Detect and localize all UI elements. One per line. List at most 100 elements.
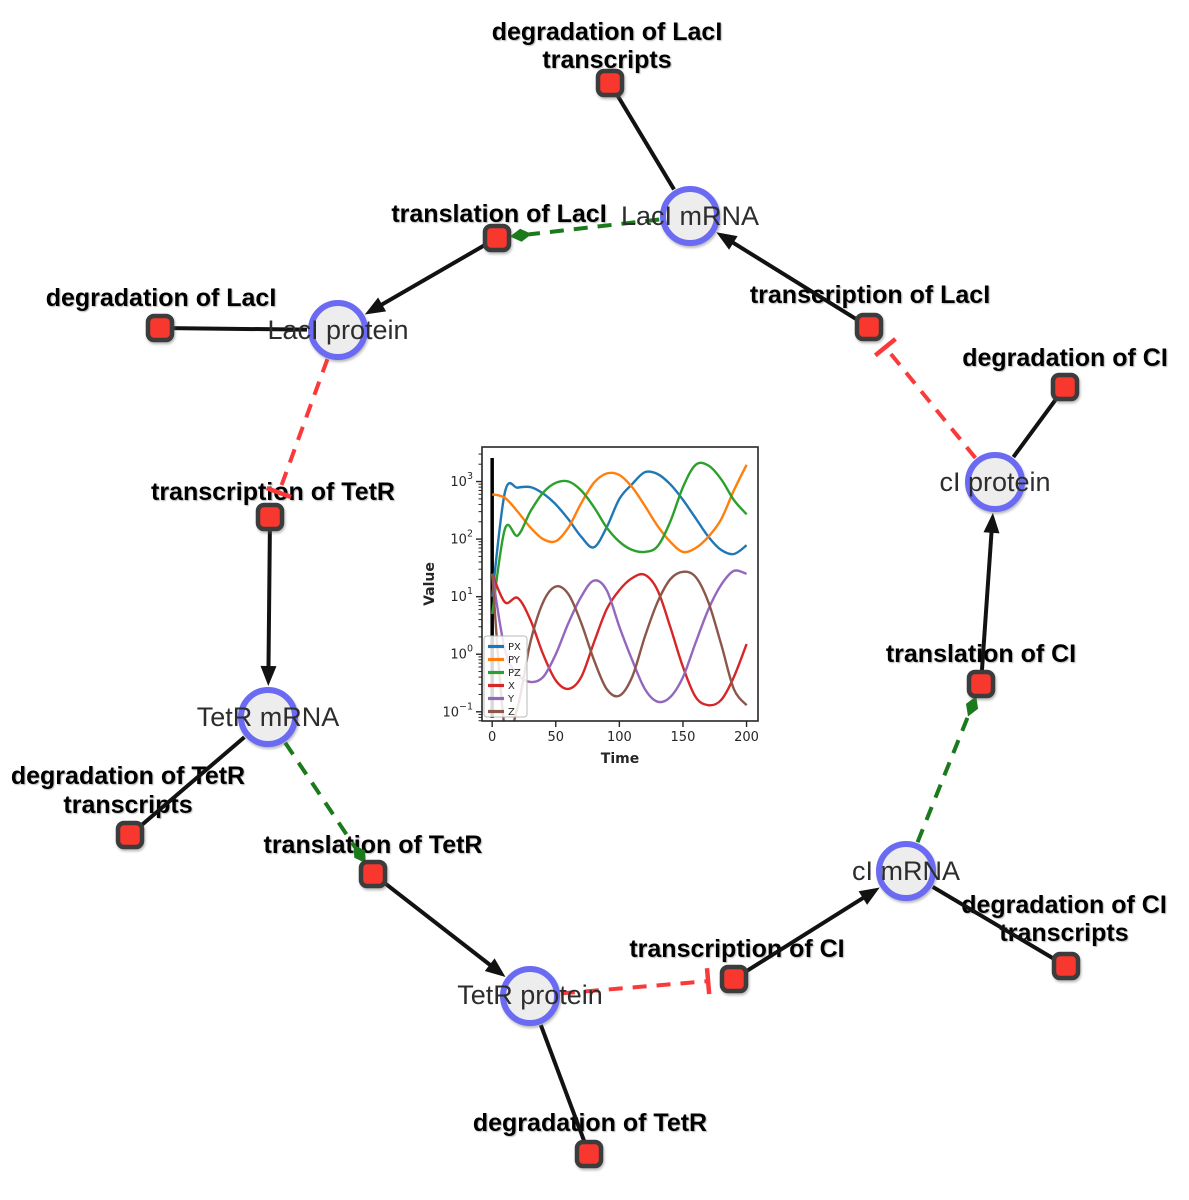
x-axis-label: Time	[601, 751, 639, 767]
reaction-label-deg_ci: degradation of CI	[962, 344, 1168, 372]
modifier-line	[528, 217, 660, 237]
species-label-ci_mrna: cI mRNA	[852, 856, 960, 886]
edge-reactant-ci_mrna-to-deg_ci_tx	[931, 885, 1058, 963]
species-node-laci_protein[interactable]	[308, 300, 368, 360]
y-tick-label: 10−1	[442, 701, 473, 720]
inhibition-tbar-icon	[873, 337, 897, 358]
arrowhead-icon	[716, 232, 738, 250]
nodes-layer	[115, 68, 1081, 1169]
reaction-node-deg_tetr[interactable]	[574, 1139, 604, 1169]
reaction-labels-layer: degradation of LacI transcripts translatio…	[11, 18, 1168, 1137]
edge-product-transl_tetr-to-tetr_protein	[382, 880, 506, 977]
modifier-arrowhead-icon	[353, 844, 366, 864]
species-node-ci_protein[interactable]	[965, 452, 1025, 512]
reaction-label-deg_ci_tx: transcripts	[999, 919, 1128, 947]
edges-layer	[137, 91, 1061, 1145]
species-node-tetr_protein[interactable]	[500, 966, 560, 1026]
species-label-tetr_mrna: TetR mRNA	[197, 702, 340, 732]
modifier-arrowhead-icon	[509, 228, 532, 242]
product-line	[375, 242, 487, 310]
modifier-arrowhead-icon	[966, 696, 979, 717]
legend-label-PY: PY	[508, 655, 521, 666]
product-line	[979, 526, 994, 672]
x-tick-label: 150	[671, 730, 696, 745]
product-line	[743, 893, 869, 974]
legend-label-PZ: PZ	[508, 668, 521, 679]
modifier-line	[283, 741, 357, 849]
arrowhead-icon	[858, 887, 880, 905]
reactant-line	[137, 735, 246, 830]
edge-product-tx_laci-to-laci_mrna	[716, 232, 860, 322]
legend-label-X: X	[508, 681, 515, 692]
species-node-laci_mrna[interactable]	[660, 186, 720, 246]
reaction-label-transl_tetr: translation of TetR	[264, 831, 483, 859]
reaction-label-tx_ci: transcription of CI	[629, 935, 844, 963]
edge-product-transl_ci-to-ci_protein	[979, 512, 1000, 672]
edge-modifier-tetr_mrna-to-transl_tetr	[283, 741, 366, 864]
series-lines	[490, 458, 748, 721]
x-tick-label: 0	[488, 730, 496, 745]
species-node-tetr_mrna[interactable]	[238, 687, 298, 747]
edge-inhibitor-laci_protein-to-tx_tetr	[265, 358, 330, 500]
reaction-label-deg_tetr_tx: degradation of TetR	[11, 762, 245, 790]
species-label-laci_mrna: LacI mRNA	[621, 201, 759, 231]
edge-reactant-laci_mrna-to-deg_laci_tx	[613, 91, 676, 191]
species-node-ci_mrna[interactable]	[876, 841, 936, 901]
product-line	[727, 238, 860, 322]
inhibition-line	[560, 979, 709, 996]
species-label-ci_protein: cI protein	[939, 467, 1050, 497]
reaction-node-tx_laci[interactable]	[854, 312, 884, 342]
reaction-label-deg_ci_tx: degradation of CI	[961, 891, 1167, 919]
chart-legend: PX PY PZ XYZ	[483, 635, 528, 718]
edge-reactant-ci_protein-to-deg_ci	[1011, 394, 1061, 459]
reaction-label-deg_tetr_tx: transcripts	[63, 791, 192, 819]
species-labels-layer: LacI mRNA LacI protein TetR mRNA TetR prote…	[197, 201, 1051, 1010]
reaction-node-deg_laci[interactable]	[145, 313, 175, 343]
y-tick-label: 101	[450, 586, 473, 605]
reaction-node-tx_tetr[interactable]	[255, 502, 285, 532]
series-line-Z	[491, 570, 748, 721]
reaction-node-deg_laci_tx[interactable]	[595, 68, 625, 98]
reaction-label-transl_laci: translation of LacI	[391, 200, 606, 228]
inhibition-tbar-icon	[704, 968, 712, 995]
reaction-node-tx_ci[interactable]	[719, 964, 749, 994]
arrowhead-icon	[260, 665, 277, 686]
x-tick-label: 100	[607, 730, 632, 745]
edge-modifier-ci_mrna-to-transl_ci	[915, 696, 979, 843]
edge-reactant-tetr_protein-to-deg_tetr	[538, 1024, 588, 1145]
legend-box	[483, 635, 528, 718]
reaction-node-deg_ci_tx[interactable]	[1051, 951, 1081, 981]
modifier-line	[915, 712, 971, 843]
legend-label-Y: Y	[507, 694, 515, 705]
reactant-line	[613, 91, 676, 191]
inhibition-tbar-icon	[265, 486, 292, 500]
edge-inhibitor-ci_protein-to-tx_laci	[873, 337, 977, 460]
edge-product-tx_ci-to-ci_mrna	[743, 887, 880, 974]
edge-modifier-laci_mrna-to-transl_laci	[509, 217, 660, 242]
series-line-PX	[491, 470, 748, 597]
y-tick-label: 102	[450, 529, 473, 548]
reaction-node-transl_ci[interactable]	[966, 669, 996, 699]
species-label-laci_protein: LacI protein	[267, 315, 408, 345]
reaction-node-transl_laci[interactable]	[482, 223, 512, 253]
reaction-label-tx_laci: transcription of LacI	[750, 281, 990, 309]
reaction-node-deg_ci[interactable]	[1050, 372, 1080, 402]
edge-product-transl_laci-to-laci_protein	[364, 242, 487, 315]
reactant-line	[538, 1024, 588, 1145]
x-tick-label: 50	[547, 730, 564, 745]
series-line-PZ	[491, 461, 748, 615]
product-line	[382, 880, 496, 970]
legend-label-Z: Z	[508, 707, 515, 718]
edge-reactant-tetr_mrna-to-deg_tetr_tx	[137, 735, 246, 830]
arrowhead-icon	[484, 958, 506, 977]
reaction-node-transl_tetr[interactable]	[358, 859, 388, 889]
edge-reactant-laci_protein-to-deg_laci	[170, 326, 308, 332]
product-line	[266, 529, 272, 673]
arrowhead-icon	[364, 297, 387, 315]
arrowhead-icon	[983, 512, 1000, 534]
reaction-node-deg_tetr_tx[interactable]	[115, 820, 145, 850]
y-tick-label: 100	[450, 644, 473, 663]
y-axis-label: Value	[422, 562, 438, 606]
